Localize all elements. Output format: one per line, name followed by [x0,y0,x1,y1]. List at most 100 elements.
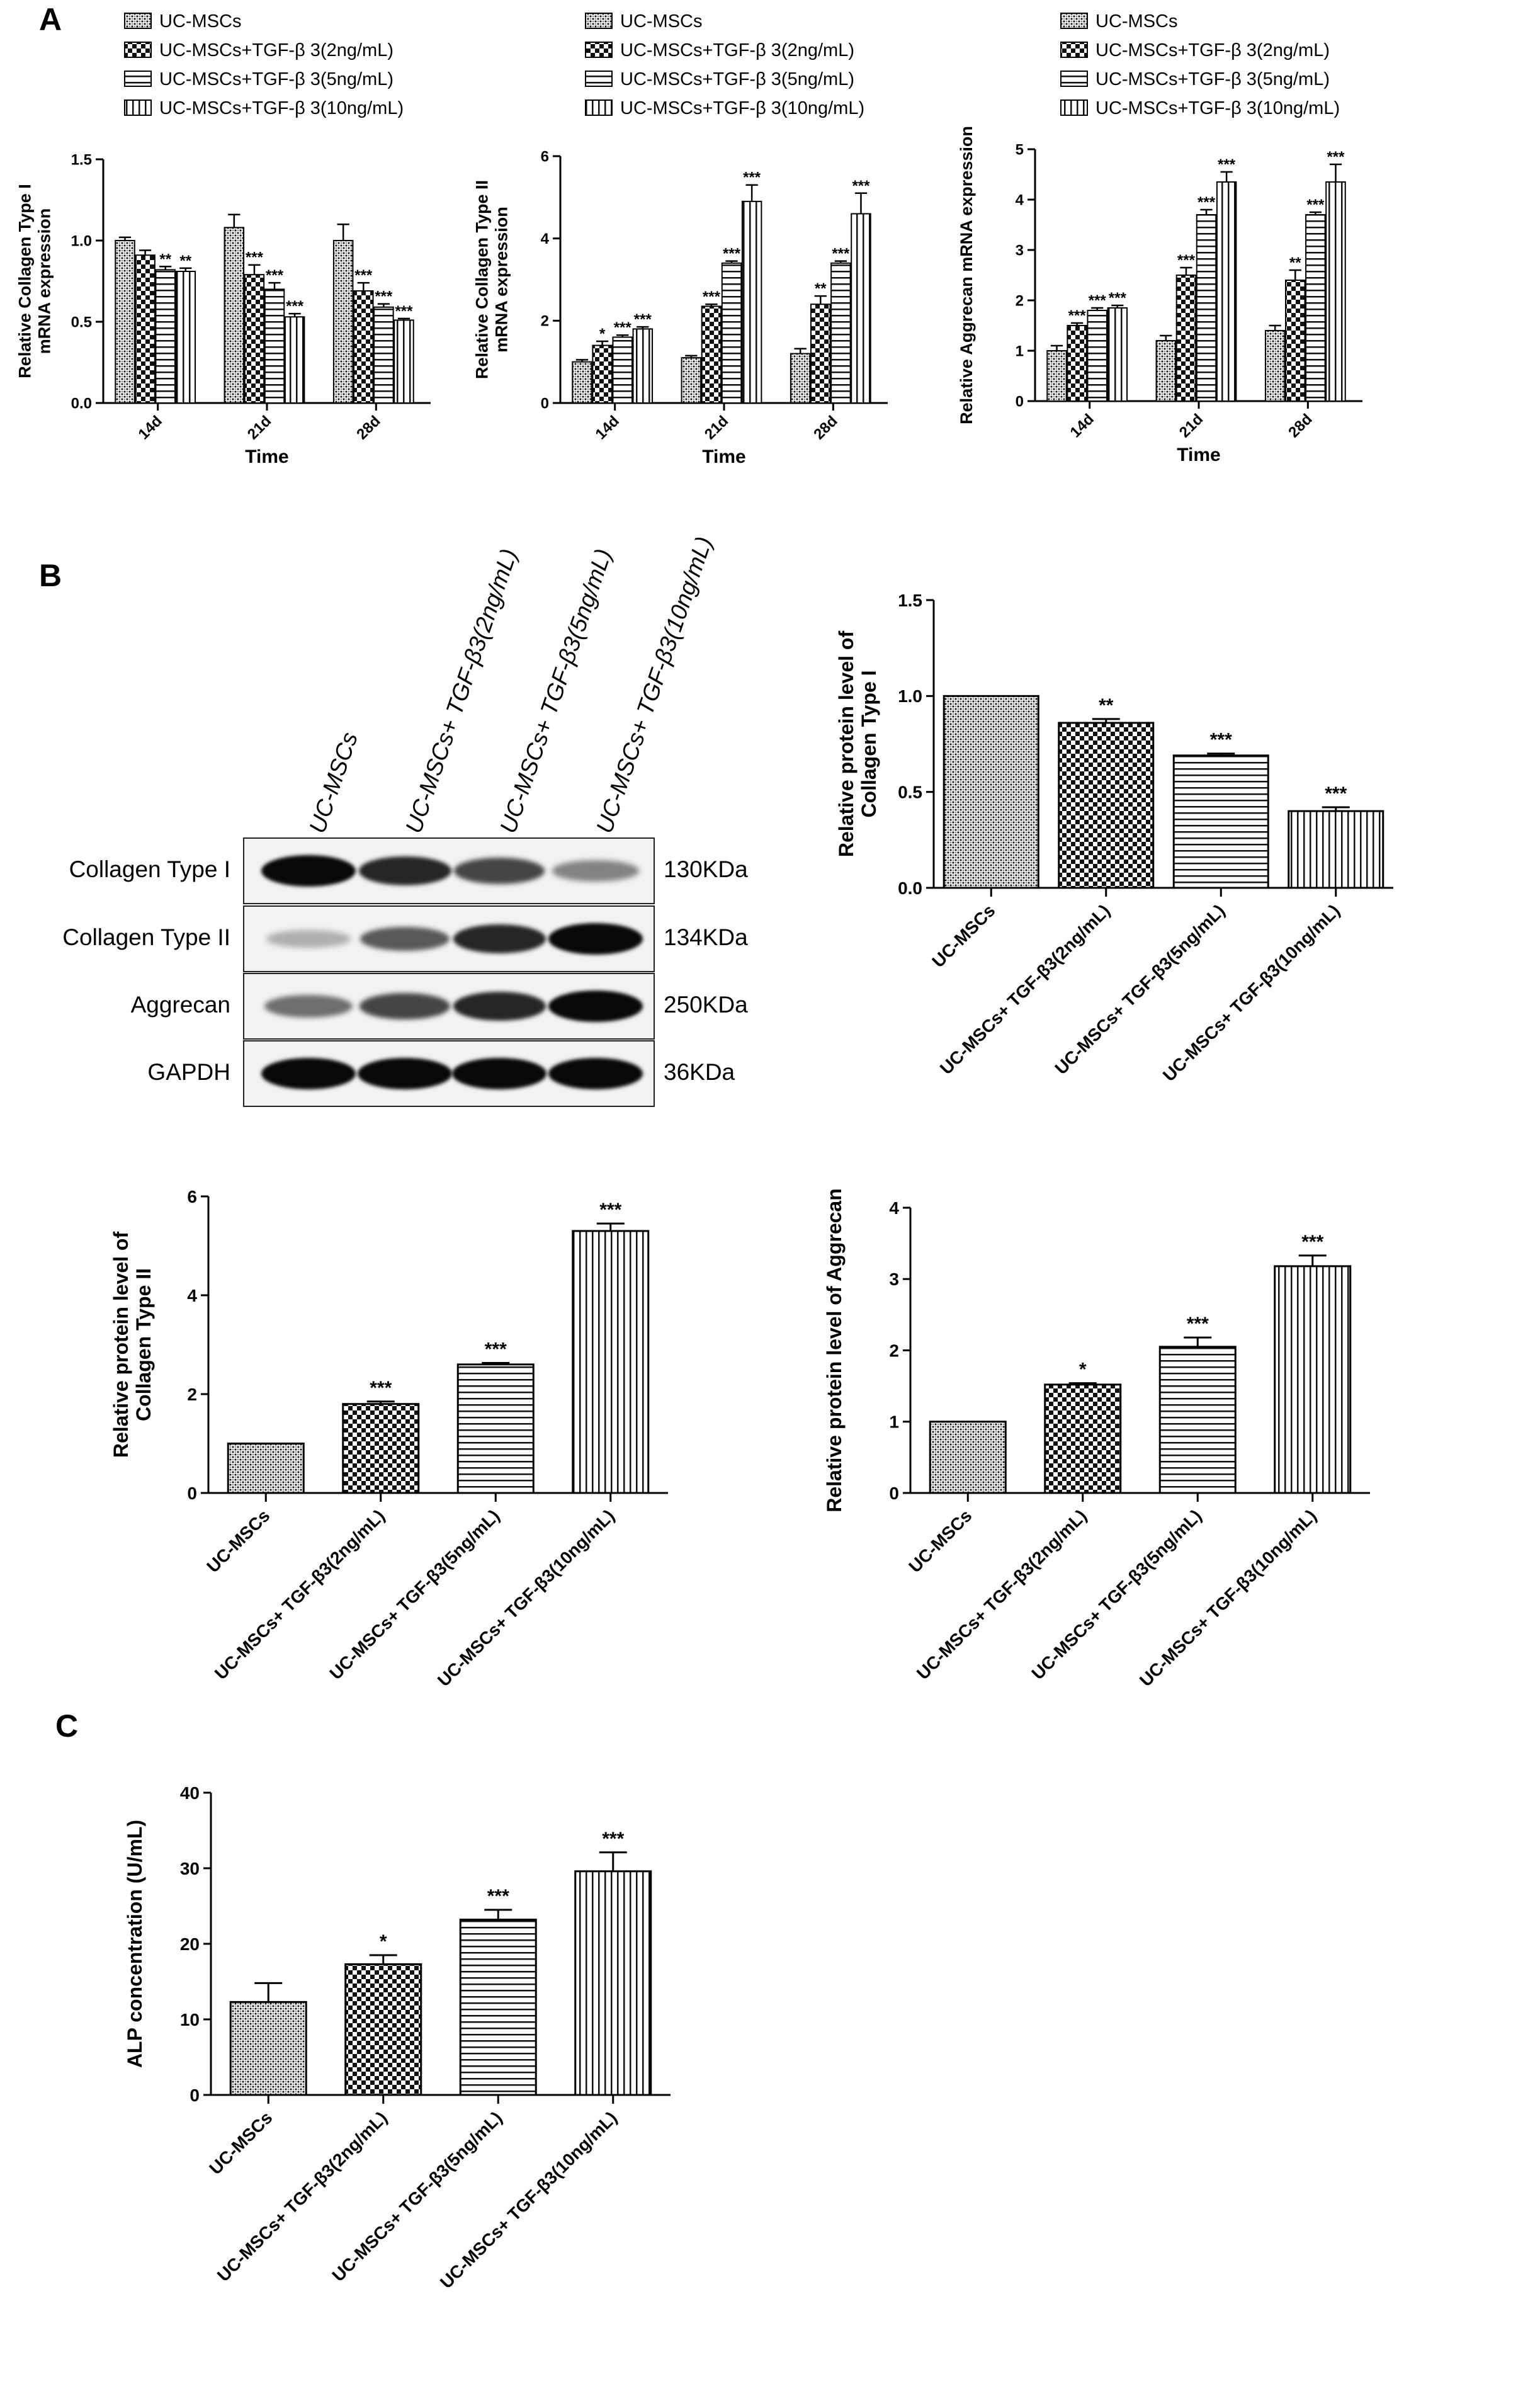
bar [790,353,811,404]
bar [701,305,722,404]
significance-label: *** [286,298,304,315]
significance-label: ** [1099,695,1114,716]
bar [155,269,176,404]
y-tick-label: 0 [541,395,549,412]
blot-band [453,924,546,953]
significance-label: *** [1218,156,1236,173]
significance-label: *** [266,267,284,284]
bar [229,2000,307,2096]
y-tick-label: 30 [180,1859,200,1878]
blot-row-kda: 36KDa [664,1059,735,1085]
significance-label: *** [1325,783,1347,804]
bar [592,344,613,404]
bar [1044,1383,1122,1494]
chart-a2: 0 2 4 6 Relative Collagen Type II mRNA expres… [473,11,888,467]
y-tick-label: 1.0 [898,686,922,706]
y-axis-label: Relative protein level of Aggrecan [823,1188,846,1512]
bar [244,274,265,404]
x-tick-label: 14d [592,412,623,443]
legend-label: UC-MSCs [620,11,703,31]
y-axis-label: Relative Collagen Type II [473,180,492,379]
y-tick-label: 20 [180,1934,200,1954]
bar [135,254,156,404]
significance-label: *** [1187,1314,1209,1334]
x-tick-label: 28d [810,412,841,443]
legend-swatch [585,42,613,58]
blot-band [548,990,643,1022]
panel-label-c: C [55,1708,79,1744]
bar [227,1443,305,1494]
bar [1158,1346,1237,1494]
bar [115,240,135,404]
bar [1087,310,1107,402]
bar [1107,307,1128,402]
significance-label: *** [1327,149,1345,166]
significance-label: *** [375,288,393,305]
y-tick-label: 5 [1016,141,1024,158]
significance-label: *** [485,1339,507,1360]
bar [1046,350,1067,402]
y-tick-label: 0.0 [71,395,92,412]
significance-label: *** [599,1200,621,1220]
y-axis-label: Relative Collagen Type I [16,184,35,378]
bar [1172,754,1269,889]
blot-row-kda: 250KDa [664,992,748,1018]
y-axis-label: ALP concentration (U/mL) [123,1820,146,2068]
blot-row-label: Aggrecan [130,992,230,1018]
significance-label: *** [1109,290,1127,307]
significance-label: *** [1306,196,1325,213]
blot-band [261,855,356,887]
x-tick-label: 21d [1176,411,1206,441]
legend-swatch [124,13,152,29]
bar [1155,340,1177,402]
significance-label: *** [634,311,652,328]
x-tick-label: 28d [1285,411,1315,441]
bar [264,288,285,404]
y-axis-label: mRNA expression [35,208,54,355]
x-axis-label: Time [702,446,745,467]
bar [1325,181,1346,402]
y-axis-label: Collagen Type I [858,670,880,817]
significance-label: *** [354,267,373,284]
bar [851,213,871,404]
bar [1175,275,1197,402]
bar [224,227,245,404]
significance-label: ** [159,251,171,268]
chart-a3: 0 1 2 3 4 5 Relative Aggrecan mRNA expression U… [957,11,1362,465]
blot-band [552,860,639,882]
y-tick-label: 3 [889,1269,899,1289]
bar [373,306,394,404]
significance-label: * [380,1931,387,1952]
chart-b2: 0 2 4 6 Relative protein level of Collagen Ty… [110,1187,668,1690]
y-tick-label: 4 [187,1286,197,1305]
y-tick-label: 1 [889,1412,899,1432]
bar [830,262,851,404]
bar [572,1230,650,1494]
legend-swatch [124,99,152,116]
y-tick-label: 4 [889,1198,899,1218]
y-tick-label: 10 [180,2010,200,2029]
bar [929,1421,1007,1494]
bar [1067,325,1087,402]
legend-label: UC-MSCs+TGF-β 3(5ng/mL) [620,69,854,89]
bar [1305,214,1326,402]
x-tick-label: 21d [244,412,275,443]
significance-label: *** [395,303,413,320]
bar [574,1870,652,2096]
blot-band [266,930,351,948]
legend-label: UC-MSCs+TGF-β 3(2ng/mL) [159,40,393,60]
legend-swatch [585,71,613,87]
y-tick-label: 2 [187,1385,197,1404]
significance-label: *** [852,178,870,195]
bar [1196,214,1217,402]
legend-swatch [585,13,613,29]
bar [612,336,633,404]
panel-label-b: B [39,558,62,593]
legend-swatch [1060,71,1088,87]
bar [459,1919,537,2096]
x-tick-label: UC-MSCs [205,2108,276,2178]
significance-label: *** [723,246,741,263]
y-tick-label: 0 [1016,393,1024,410]
bar [332,240,354,404]
